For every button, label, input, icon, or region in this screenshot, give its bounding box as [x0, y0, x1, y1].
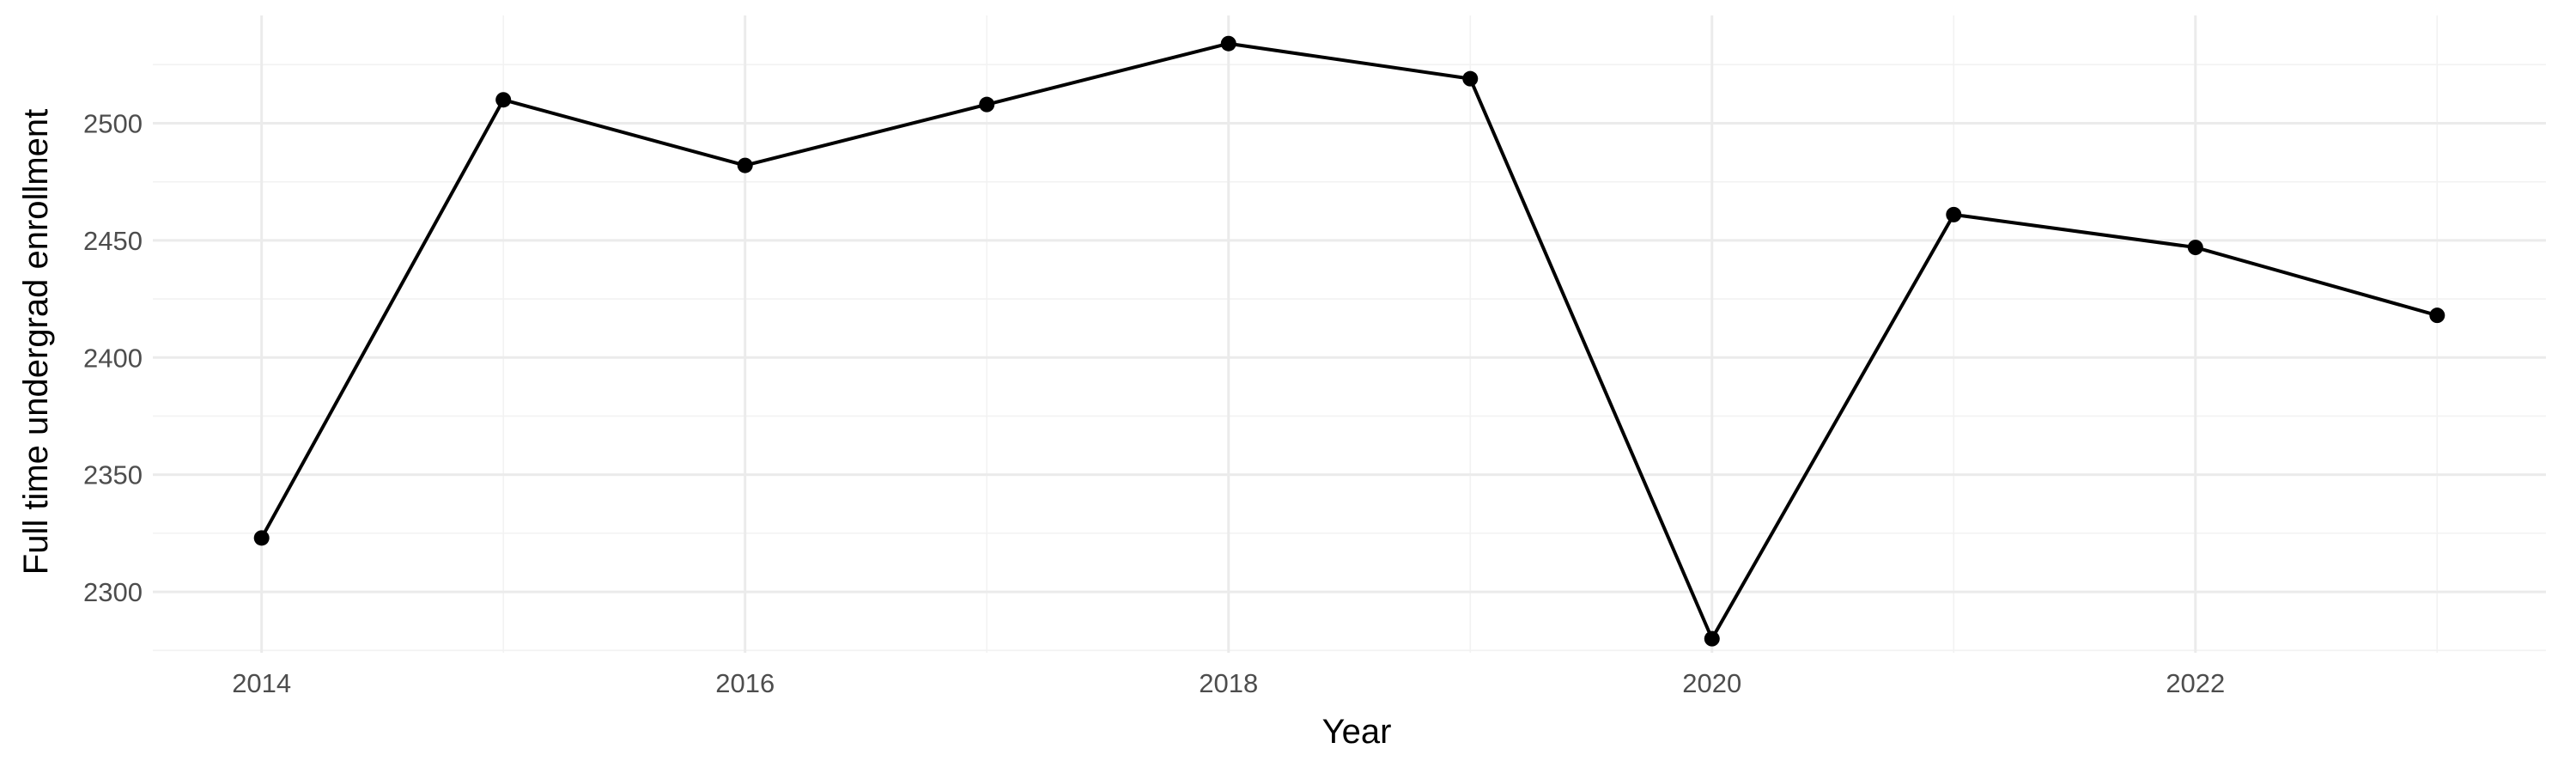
x-tick-label: 2022 — [2166, 668, 2225, 698]
y-tick-label: 2500 — [83, 108, 143, 138]
data-point — [1946, 206, 1962, 222]
series-enrollment — [253, 35, 2445, 647]
data-point — [253, 530, 270, 546]
data-point — [495, 92, 512, 108]
data-point — [1704, 630, 1720, 647]
series-line — [259, 41, 2438, 641]
data-point — [979, 96, 995, 113]
x-tick-label: 2014 — [232, 668, 291, 698]
y-axis-ticks: 2300 2350 2400 2450 2500 — [83, 108, 143, 607]
y-tick-label: 2300 — [83, 577, 143, 607]
y-tick-label: 2350 — [83, 460, 143, 490]
grid — [153, 15, 2546, 653]
data-point — [2429, 307, 2445, 324]
x-tick-label: 2016 — [715, 668, 775, 698]
data-point — [2187, 240, 2203, 256]
data-point — [737, 157, 753, 173]
x-tick-label: 2020 — [1682, 668, 1741, 698]
y-axis-title: Full time undergrad enrollment — [17, 109, 55, 575]
x-tick-label: 2018 — [1199, 668, 1258, 698]
data-point — [1462, 70, 1479, 87]
data-point — [1220, 35, 1236, 52]
y-tick-label: 2400 — [83, 343, 143, 373]
x-axis-ticks: 2014 2016 2018 2020 2022 — [232, 668, 2225, 698]
y-tick-label: 2450 — [83, 226, 143, 256]
x-axis-title: Year — [1322, 713, 1392, 751]
